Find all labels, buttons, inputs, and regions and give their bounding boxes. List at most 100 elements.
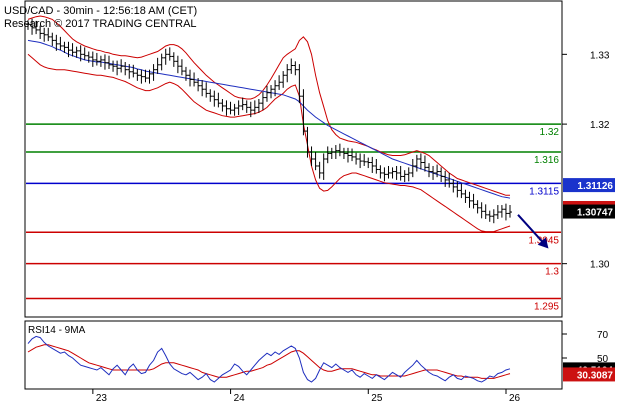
bollinger-upper-line: [27, 15, 510, 196]
price-bar-33: [159, 53, 164, 71]
price-bar-100: [431, 165, 436, 180]
price-bar-73: [321, 153, 326, 180]
price-tag-label-2: 1.30747: [577, 208, 614, 219]
price-bar-57: [256, 98, 261, 113]
price-bar-22: [115, 60, 120, 76]
price-bar-61: [273, 80, 278, 97]
moving-average-line: [27, 39, 511, 199]
price-bar-78: [341, 147, 346, 159]
price-bar-17: [94, 52, 99, 66]
price-bar-1: [30, 18, 35, 35]
price-bar-42: [196, 78, 201, 92]
price-bar-68: [301, 89, 306, 136]
rsi-panel-frame: [24, 320, 563, 390]
price-bar-35: [167, 47, 172, 61]
price-bar-13: [78, 45, 83, 62]
price-bar-99: [426, 163, 431, 178]
price-bar-4: [42, 27, 47, 42]
price-bar-12: [74, 46, 79, 58]
price-bar-55: [248, 101, 253, 118]
price-bar-49: [224, 100, 229, 116]
price-bar-23: [119, 59, 124, 73]
price-bar-53: [240, 97, 245, 111]
price-bar-67: [297, 64, 302, 104]
price-bar-114: [487, 210, 492, 222]
price-bar-51: [232, 103, 237, 116]
price-bar-117: [499, 205, 504, 218]
price-bar-66: [293, 61, 298, 76]
price-axis: 1.30 1.32 1.33: [562, 50, 610, 271]
price-bar-113: [483, 204, 488, 220]
price-bar-90: [390, 167, 395, 179]
rsi-title: RSI14 - 9MA: [28, 325, 86, 336]
level-label-4: 1.3: [545, 267, 559, 278]
projection-arrow-line: [517, 214, 548, 247]
price-bar-64: [285, 64, 290, 83]
price-bar-83: [362, 154, 367, 166]
price-bar-19: [102, 54, 107, 70]
price-bar-70: [309, 146, 314, 166]
price-bar-69: [305, 126, 310, 158]
price-bar-14: [82, 47, 87, 60]
level-label-1: 1.316: [534, 155, 559, 166]
price-bar-119: [508, 205, 512, 218]
price-bar-72: [317, 161, 322, 179]
price-bar-81: [354, 152, 359, 165]
price-bar-11: [70, 43, 75, 57]
level-label-2: 1.3115: [529, 186, 559, 197]
price-bar-47: [216, 92, 221, 108]
bollinger-lower-line: [27, 53, 511, 233]
price-bar-111: [475, 200, 480, 214]
price-tick-label-0: 1.30: [590, 260, 610, 271]
price-bar-7: [54, 34, 59, 51]
bollinger-bands: [27, 15, 511, 233]
price-bar-86: [374, 159, 379, 174]
price-bar-5: [46, 27, 51, 42]
rsi-tag-label-1: 30.3087: [577, 370, 614, 381]
level-label-0: 1.32: [540, 127, 560, 138]
projection-arrow-head: [537, 237, 549, 249]
price-bar-32: [155, 57, 160, 74]
price-bar-118: [503, 203, 508, 221]
price-bar-25: [127, 64, 132, 79]
price-bar-28: [139, 69, 144, 84]
price-bar-59: [264, 85, 269, 102]
price-bar-102: [439, 167, 444, 183]
price-bar-89: [386, 165, 391, 179]
price-bar-84: [366, 157, 371, 169]
price-tag-label-0: 1.31126: [577, 181, 613, 192]
price-tag-box-0: [563, 178, 615, 193]
price-bar-109: [467, 191, 472, 208]
chart-header-research: Research © 2017 TRADING CENTRAL: [4, 18, 197, 30]
price-bar-112: [479, 202, 484, 219]
projection-arrow: [517, 214, 549, 249]
price-bar-101: [435, 164, 440, 178]
price-panel-frame: [24, 0, 563, 318]
price-bar-34: [163, 48, 168, 65]
price-bar-94: [406, 167, 411, 182]
price-bar-15: [86, 51, 91, 63]
time-tick-label-1: 24: [234, 393, 246, 404]
price-bar-36: [171, 52, 176, 67]
price-bar-65: [289, 58, 294, 74]
price-bars: [26, 18, 512, 224]
level-label-5: 1.295: [534, 302, 559, 313]
price-bar-115: [491, 209, 496, 224]
price-bar-85: [370, 156, 375, 173]
price-bar-48: [220, 98, 225, 112]
price-bar-87: [378, 165, 383, 179]
price-bar-110: [471, 193, 476, 209]
price-bar-40: [188, 69, 193, 87]
price-bar-79: [345, 147, 350, 163]
price-bar-46: [212, 90, 217, 107]
price-bar-27: [135, 68, 140, 81]
price-bar-104: [447, 172, 452, 188]
price-bar-74: [325, 146, 330, 164]
moving-average: [27, 39, 511, 199]
price-tick-label-1: 1.32: [590, 120, 610, 131]
price-bar-31: [151, 64, 156, 81]
price-bar-108: [463, 189, 468, 203]
